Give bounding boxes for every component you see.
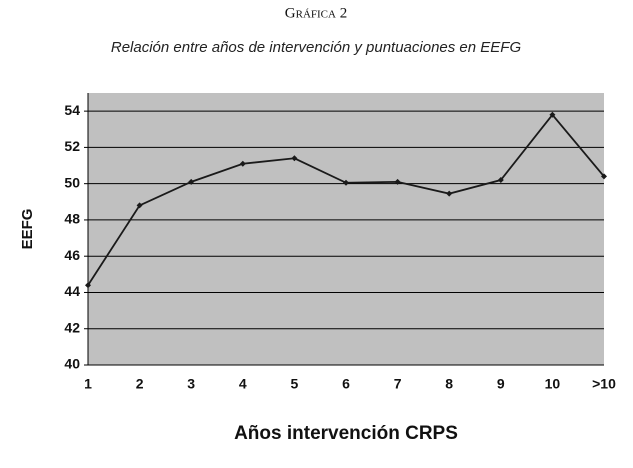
x-axis-title: Años intervención CRPS xyxy=(234,423,458,444)
plot-area xyxy=(88,93,604,365)
y-axis-title: EEFG xyxy=(19,209,36,250)
data-point xyxy=(549,111,556,118)
chart-subtitle: Relación entre años de intervención y pu… xyxy=(111,39,522,56)
x-tick-label: >10 xyxy=(592,376,616,392)
x-tick-label: 6 xyxy=(342,376,350,392)
y-tick-label: 48 xyxy=(64,211,80,227)
data-point xyxy=(446,190,453,197)
x-tick-label: 10 xyxy=(545,376,561,392)
y-tick-label: 52 xyxy=(64,138,80,154)
x-tick-label: 7 xyxy=(394,376,402,392)
x-tick-label: 9 xyxy=(497,376,505,392)
y-tick-label: 46 xyxy=(64,247,80,263)
data-point xyxy=(188,178,195,185)
y-tick-label: 40 xyxy=(64,356,80,372)
data-point xyxy=(497,177,504,184)
y-tick-label: 50 xyxy=(64,174,80,190)
x-tick-label: 5 xyxy=(291,376,299,392)
data-point xyxy=(136,202,143,209)
data-point xyxy=(239,160,246,167)
data-point xyxy=(343,179,349,186)
chart-title: Gráfica 2 xyxy=(285,5,347,21)
x-tick-label: 2 xyxy=(136,376,144,392)
data-point xyxy=(601,173,607,180)
x-tick-label: 8 xyxy=(445,376,453,392)
x-tick-label: 4 xyxy=(239,376,247,392)
data-point xyxy=(291,155,298,162)
x-tick-label: 1 xyxy=(84,376,92,392)
y-tick-label: 44 xyxy=(64,283,80,299)
data-point xyxy=(85,282,91,289)
x-tick-label: 3 xyxy=(187,376,195,392)
y-tick-label: 42 xyxy=(64,319,80,335)
y-tick-label: 54 xyxy=(64,102,80,118)
data-point xyxy=(394,178,401,185)
